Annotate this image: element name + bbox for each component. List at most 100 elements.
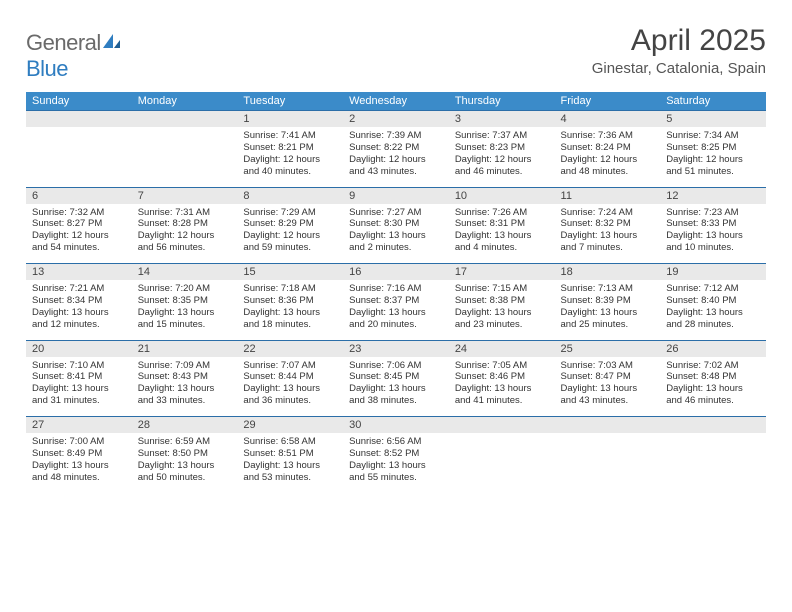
sunset-line: Sunset: 8:35 PM bbox=[138, 295, 232, 307]
sunrise-line: Sunrise: 7:31 AM bbox=[138, 207, 232, 219]
day-number-cell: 10 bbox=[449, 187, 555, 204]
day-detail-cell: Sunrise: 7:34 AMSunset: 8:25 PMDaylight:… bbox=[660, 127, 766, 187]
day-number-cell: 9 bbox=[343, 187, 449, 204]
day-number-cell: 26 bbox=[660, 340, 766, 357]
daylight-line: Daylight: 13 hours and 38 minutes. bbox=[349, 383, 443, 407]
dow-saturday: Saturday bbox=[660, 92, 766, 111]
sunrise-line: Sunrise: 7:09 AM bbox=[138, 360, 232, 372]
sunrise-line: Sunrise: 7:15 AM bbox=[455, 283, 549, 295]
day-number-cell bbox=[26, 111, 132, 128]
sunset-line: Sunset: 8:45 PM bbox=[349, 371, 443, 383]
sunrise-line: Sunrise: 7:06 AM bbox=[349, 360, 443, 372]
day-detail-cell bbox=[26, 127, 132, 187]
daylight-line: Daylight: 13 hours and 53 minutes. bbox=[243, 460, 337, 484]
day-detail-cell: Sunrise: 6:59 AMSunset: 8:50 PMDaylight:… bbox=[132, 433, 238, 493]
sunrise-line: Sunrise: 7:34 AM bbox=[666, 130, 760, 142]
day-detail-cell: Sunrise: 7:21 AMSunset: 8:34 PMDaylight:… bbox=[26, 280, 132, 340]
sunrise-line: Sunrise: 7:07 AM bbox=[243, 360, 337, 372]
day-number-cell: 30 bbox=[343, 417, 449, 434]
sunrise-line: Sunrise: 6:56 AM bbox=[349, 436, 443, 448]
day-detail-cell: Sunrise: 7:07 AMSunset: 8:44 PMDaylight:… bbox=[237, 357, 343, 417]
day-number-cell: 20 bbox=[26, 340, 132, 357]
sunset-line: Sunset: 8:32 PM bbox=[561, 218, 655, 230]
day-number-cell: 13 bbox=[26, 264, 132, 281]
day-number-cell: 5 bbox=[660, 111, 766, 128]
logo-sail-icon bbox=[101, 30, 121, 56]
daylight-line: Daylight: 13 hours and 48 minutes. bbox=[32, 460, 126, 484]
sunset-line: Sunset: 8:51 PM bbox=[243, 448, 337, 460]
day-detail-cell: Sunrise: 7:20 AMSunset: 8:35 PMDaylight:… bbox=[132, 280, 238, 340]
location: Ginestar, Catalonia, Spain bbox=[592, 60, 766, 77]
sunrise-line: Sunrise: 7:16 AM bbox=[349, 283, 443, 295]
sunset-line: Sunset: 8:52 PM bbox=[349, 448, 443, 460]
calendar-table: Sunday Monday Tuesday Wednesday Thursday… bbox=[26, 92, 766, 493]
day-number-cell: 3 bbox=[449, 111, 555, 128]
day-detail-cell: Sunrise: 7:15 AMSunset: 8:38 PMDaylight:… bbox=[449, 280, 555, 340]
daylight-line: Daylight: 12 hours and 56 minutes. bbox=[138, 230, 232, 254]
sunset-line: Sunset: 8:43 PM bbox=[138, 371, 232, 383]
logo: GeneralBlue bbox=[26, 24, 121, 82]
day-number-cell: 28 bbox=[132, 417, 238, 434]
daylight-line: Daylight: 13 hours and 18 minutes. bbox=[243, 307, 337, 331]
sunset-line: Sunset: 8:49 PM bbox=[32, 448, 126, 460]
sunset-line: Sunset: 8:34 PM bbox=[32, 295, 126, 307]
day-number-cell: 12 bbox=[660, 187, 766, 204]
day-detail-cell: Sunrise: 7:36 AMSunset: 8:24 PMDaylight:… bbox=[555, 127, 661, 187]
daylight-line: Daylight: 13 hours and 36 minutes. bbox=[243, 383, 337, 407]
daylight-line: Daylight: 13 hours and 28 minutes. bbox=[666, 307, 760, 331]
logo-part2: Blue bbox=[26, 56, 68, 81]
sunrise-line: Sunrise: 7:24 AM bbox=[561, 207, 655, 219]
daynum-row: 13141516171819 bbox=[26, 264, 766, 281]
day-number-cell: 17 bbox=[449, 264, 555, 281]
dow-monday: Monday bbox=[132, 92, 238, 111]
day-number-cell bbox=[660, 417, 766, 434]
day-detail-cell bbox=[132, 127, 238, 187]
day-detail-cell: Sunrise: 6:56 AMSunset: 8:52 PMDaylight:… bbox=[343, 433, 449, 493]
day-detail-cell: Sunrise: 7:12 AMSunset: 8:40 PMDaylight:… bbox=[660, 280, 766, 340]
sunset-line: Sunset: 8:50 PM bbox=[138, 448, 232, 460]
sunset-line: Sunset: 8:46 PM bbox=[455, 371, 549, 383]
day-detail-cell: Sunrise: 7:37 AMSunset: 8:23 PMDaylight:… bbox=[449, 127, 555, 187]
day-detail-cell bbox=[449, 433, 555, 493]
day-number-cell: 11 bbox=[555, 187, 661, 204]
daynum-row: 6789101112 bbox=[26, 187, 766, 204]
sunrise-line: Sunrise: 7:37 AM bbox=[455, 130, 549, 142]
sunset-line: Sunset: 8:38 PM bbox=[455, 295, 549, 307]
sunset-line: Sunset: 8:48 PM bbox=[666, 371, 760, 383]
day-detail-cell: Sunrise: 6:58 AMSunset: 8:51 PMDaylight:… bbox=[237, 433, 343, 493]
sunrise-line: Sunrise: 7:03 AM bbox=[561, 360, 655, 372]
day-detail-cell: Sunrise: 7:26 AMSunset: 8:31 PMDaylight:… bbox=[449, 204, 555, 264]
dow-wednesday: Wednesday bbox=[343, 92, 449, 111]
sunrise-line: Sunrise: 7:26 AM bbox=[455, 207, 549, 219]
day-detail-cell: Sunrise: 7:39 AMSunset: 8:22 PMDaylight:… bbox=[343, 127, 449, 187]
sunset-line: Sunset: 8:36 PM bbox=[243, 295, 337, 307]
sunset-line: Sunset: 8:28 PM bbox=[138, 218, 232, 230]
day-detail-cell: Sunrise: 7:23 AMSunset: 8:33 PMDaylight:… bbox=[660, 204, 766, 264]
sunrise-line: Sunrise: 7:23 AM bbox=[666, 207, 760, 219]
daylight-line: Daylight: 13 hours and 15 minutes. bbox=[138, 307, 232, 331]
title-block: April 2025 Ginestar, Catalonia, Spain bbox=[592, 24, 766, 77]
daylight-line: Daylight: 13 hours and 10 minutes. bbox=[666, 230, 760, 254]
sunset-line: Sunset: 8:41 PM bbox=[32, 371, 126, 383]
daylight-line: Daylight: 12 hours and 40 minutes. bbox=[243, 154, 337, 178]
sunrise-line: Sunrise: 7:36 AM bbox=[561, 130, 655, 142]
daylight-line: Daylight: 12 hours and 48 minutes. bbox=[561, 154, 655, 178]
sunrise-line: Sunrise: 7:21 AM bbox=[32, 283, 126, 295]
sunset-line: Sunset: 8:39 PM bbox=[561, 295, 655, 307]
day-number-cell: 23 bbox=[343, 340, 449, 357]
day-number-cell: 1 bbox=[237, 111, 343, 128]
sunrise-line: Sunrise: 6:59 AM bbox=[138, 436, 232, 448]
sunrise-line: Sunrise: 7:00 AM bbox=[32, 436, 126, 448]
day-number-cell: 8 bbox=[237, 187, 343, 204]
day-number-cell bbox=[449, 417, 555, 434]
day-number-cell bbox=[555, 417, 661, 434]
daynum-row: 27282930 bbox=[26, 417, 766, 434]
sunset-line: Sunset: 8:31 PM bbox=[455, 218, 549, 230]
detail-row: Sunrise: 7:32 AMSunset: 8:27 PMDaylight:… bbox=[26, 204, 766, 264]
detail-row: Sunrise: 7:00 AMSunset: 8:49 PMDaylight:… bbox=[26, 433, 766, 493]
sunrise-line: Sunrise: 7:27 AM bbox=[349, 207, 443, 219]
daylight-line: Daylight: 13 hours and 7 minutes. bbox=[561, 230, 655, 254]
day-number-cell: 22 bbox=[237, 340, 343, 357]
sunset-line: Sunset: 8:44 PM bbox=[243, 371, 337, 383]
day-number-cell: 21 bbox=[132, 340, 238, 357]
